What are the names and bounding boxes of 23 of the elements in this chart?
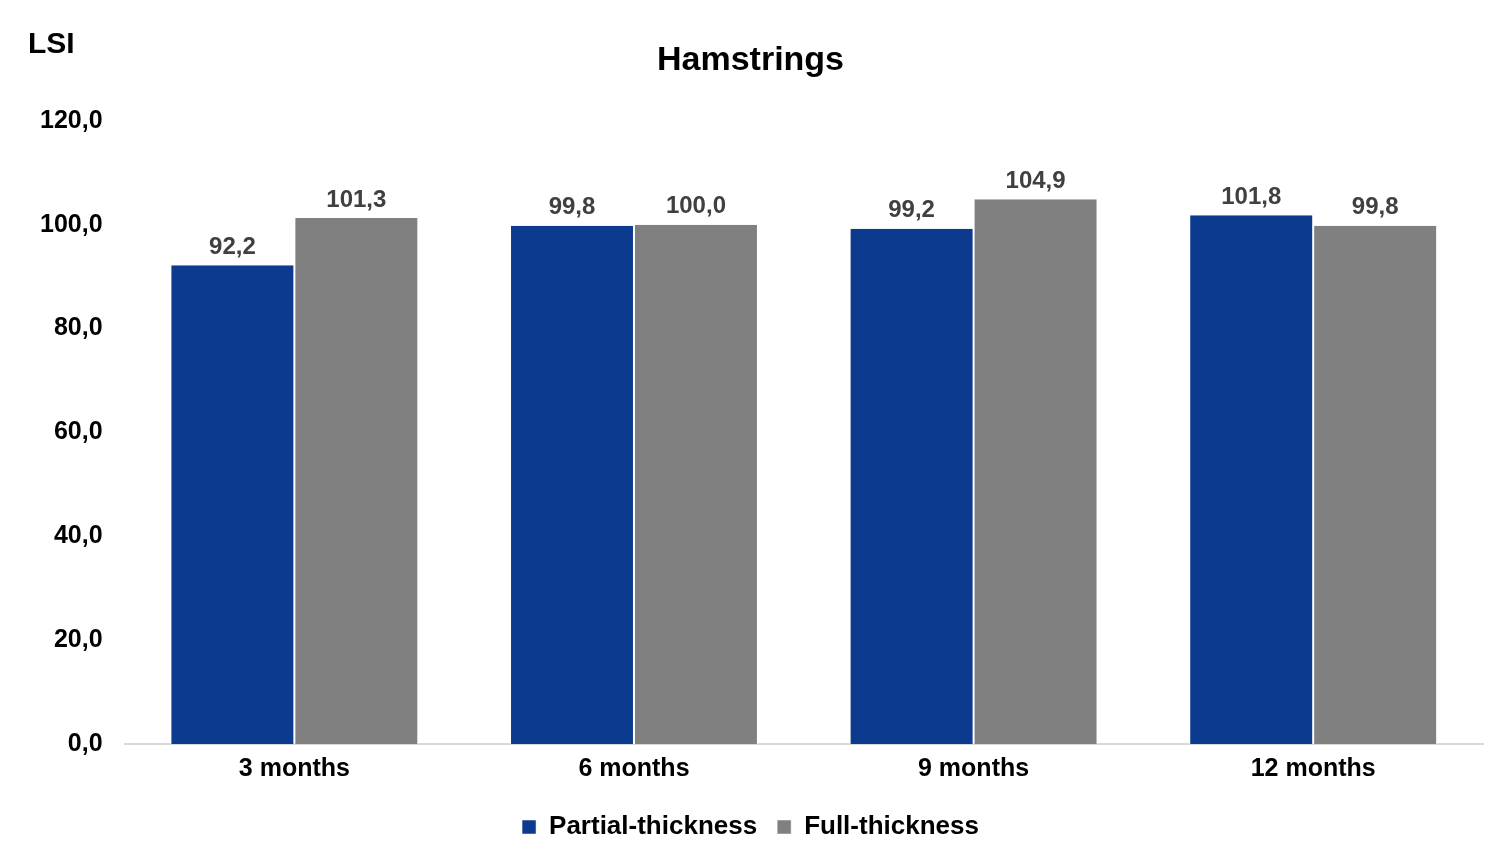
chart-title: Hamstrings bbox=[656, 38, 845, 77]
y-tick-label: 20,0 bbox=[53, 624, 103, 653]
y-axis-title: LSI bbox=[28, 26, 75, 60]
data-label: 92,2 bbox=[209, 231, 256, 259]
data-label: 100,0 bbox=[665, 191, 726, 219]
data-label: 99,8 bbox=[1351, 192, 1399, 220]
y-tick-label: 100,0 bbox=[40, 208, 103, 237]
data-label: 99,8 bbox=[548, 192, 596, 220]
y-tick-label: 60,0 bbox=[53, 416, 103, 445]
x-tick-label: 6 months bbox=[578, 752, 690, 781]
y-tick-label: 120,0 bbox=[40, 104, 103, 133]
data-label: 101,8 bbox=[1221, 181, 1282, 209]
data-label: 101,3 bbox=[326, 184, 387, 212]
y-tick-label: 40,0 bbox=[53, 520, 103, 549]
x-tick-label: 3 months bbox=[238, 752, 350, 781]
data-label: 99,2 bbox=[888, 195, 935, 223]
legend-label: Partial-thickness bbox=[549, 810, 758, 841]
x-tick-label: 12 months bbox=[1250, 752, 1376, 781]
y-tick-label: 0,0 bbox=[67, 727, 103, 756]
x-tick-label: 9 months bbox=[918, 752, 1030, 781]
data-label: 104,9 bbox=[1005, 165, 1066, 193]
legend-label: Full-thickness bbox=[804, 810, 979, 841]
y-tick-label: 80,0 bbox=[53, 312, 103, 341]
